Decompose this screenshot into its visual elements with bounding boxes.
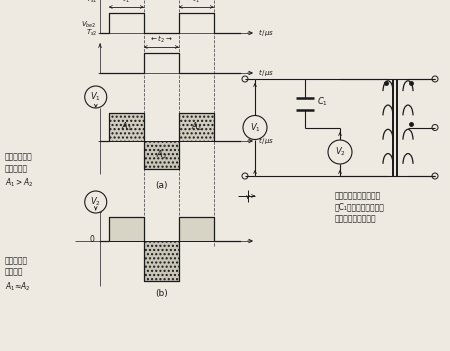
Text: (b): (b)	[155, 289, 167, 298]
Bar	[179, 217, 214, 241]
Text: $V_2$: $V_2$	[334, 146, 346, 158]
Bar	[179, 113, 214, 141]
Bar	[144, 141, 179, 169]
Text: $T_{s1}$: $T_{s1}$	[86, 0, 97, 5]
Text: 由于变压器串联耦合电
容C₁消除了直流电平，
使两个面积相等平衡: 由于变压器串联耦合电 容C₁消除了直流电平， 使两个面积相等平衡	[335, 191, 385, 224]
Circle shape	[85, 86, 107, 108]
Text: $V_1$: $V_1$	[90, 91, 101, 103]
Text: $V_1$: $V_1$	[250, 121, 261, 134]
Bar	[109, 217, 144, 241]
Circle shape	[328, 140, 352, 164]
Text: $\leftarrow t_2 \rightarrow$: $\leftarrow t_2 \rightarrow$	[149, 34, 173, 45]
Bar	[144, 241, 179, 281]
Text: $A_2$: $A_2$	[156, 149, 167, 161]
Circle shape	[243, 115, 267, 139]
Text: (a): (a)	[155, 181, 167, 190]
Text: 0: 0	[89, 234, 94, 244]
Text: $\leftarrow t_1 \rightarrow$: $\leftarrow t_1 \rightarrow$	[184, 0, 208, 5]
Text: $A_1$: $A_1$	[191, 121, 202, 133]
Text: $V_2$: $V_2$	[90, 196, 101, 208]
Text: $V_{be2}$: $V_{be2}$	[81, 20, 97, 30]
Text: $A_1$: $A_1$	[121, 121, 132, 133]
Text: $t\,/\mu s$: $t\,/\mu s$	[258, 66, 274, 78]
Text: 变压器电容器
前交流电压
$A_1>A_2$: 变压器电容器 前交流电压 $A_1>A_2$	[5, 153, 34, 190]
Bar	[109, 113, 144, 141]
Text: $t\,/\mu s$: $t\,/\mu s$	[258, 134, 274, 146]
Text: $T_{s2}$: $T_{s2}$	[86, 28, 97, 38]
Circle shape	[85, 191, 107, 213]
Text: $C_1$: $C_1$	[317, 95, 328, 108]
Text: 变压器原边
交流电压
$A_1≈A_2$: 变压器原边 交流电压 $A_1≈A_2$	[5, 256, 31, 293]
Text: $t\,/\mu s$: $t\,/\mu s$	[258, 26, 274, 38]
Text: $\leftarrow t_1 \rightarrow$: $\leftarrow t_1 \rightarrow$	[114, 0, 138, 5]
